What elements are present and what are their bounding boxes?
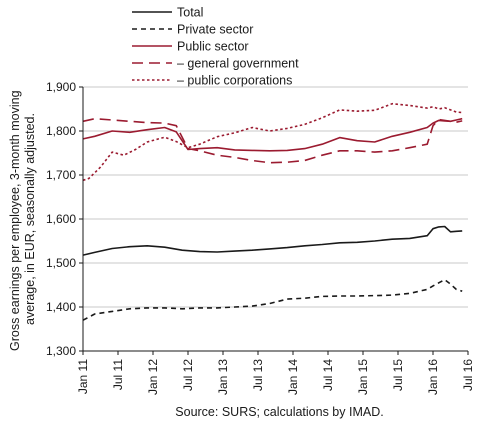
y-tick-label: 1,800 xyxy=(46,124,76,138)
x-tick-label: Jul 12 xyxy=(181,359,195,391)
legend: Total Private sector Public sector – genera… xyxy=(132,6,299,88)
series-line-1 xyxy=(82,278,463,321)
series-line-3 xyxy=(82,117,463,164)
x-tick-label: Jan 11 xyxy=(76,359,90,394)
x-tick-label: Jan 12 xyxy=(146,359,160,395)
y-tick-label: 1,500 xyxy=(46,256,76,270)
legend-label-3: – general government xyxy=(177,57,299,71)
x-tick-label: Jul 16 xyxy=(461,359,475,391)
series-layer xyxy=(82,102,463,321)
x-tick-label: Jul 11 xyxy=(111,359,125,390)
legend-label-1: Private sector xyxy=(177,23,253,37)
y-axis-title-line-1: Gross earnings per employee, 3-month mov… xyxy=(8,90,22,351)
y-tick-label: 1,700 xyxy=(46,168,76,182)
series-line-4 xyxy=(82,102,463,182)
x-tick-label: Jan 14 xyxy=(286,359,300,395)
x-tick-label: Jul 13 xyxy=(251,359,265,391)
legend-label-2: Public sector xyxy=(177,40,249,54)
series-line-2 xyxy=(82,117,463,152)
x-tick-label: Jan 16 xyxy=(426,359,440,395)
y-tick-label: 1,400 xyxy=(46,300,76,314)
y-tick-label: 1,600 xyxy=(46,212,76,226)
source-note: Source: SURS; calculations by IMAD. xyxy=(175,405,383,419)
x-axis-ticks: Jan 11 Jul 11 Jan 12 Jul 12 Jan 13 Jul 13 Jan … xyxy=(76,351,475,395)
x-tick-label: Jan 13 xyxy=(216,359,230,395)
y-axis-ticks: 1,300 1,400 1,500 1,600 1,700 1,800 1,900 xyxy=(46,80,83,358)
grid-lines xyxy=(83,86,468,352)
y-tick-label: 1,900 xyxy=(46,80,76,94)
y-axis-title-line-2: average, in EUR, seasonally adjusted. xyxy=(23,113,37,325)
y-axis-title: Gross earnings per employee, 3-month mov… xyxy=(8,87,37,351)
x-tick-label: Jan 15 xyxy=(356,359,370,395)
x-tick-label: Jul 15 xyxy=(391,359,405,391)
y-tick-label: 1,300 xyxy=(46,344,76,358)
legend-label-0: Total xyxy=(177,6,203,20)
series-line-0 xyxy=(82,225,463,256)
x-tick-label: Jul 14 xyxy=(321,359,335,391)
legend-label-4: – public corporations xyxy=(177,74,292,88)
